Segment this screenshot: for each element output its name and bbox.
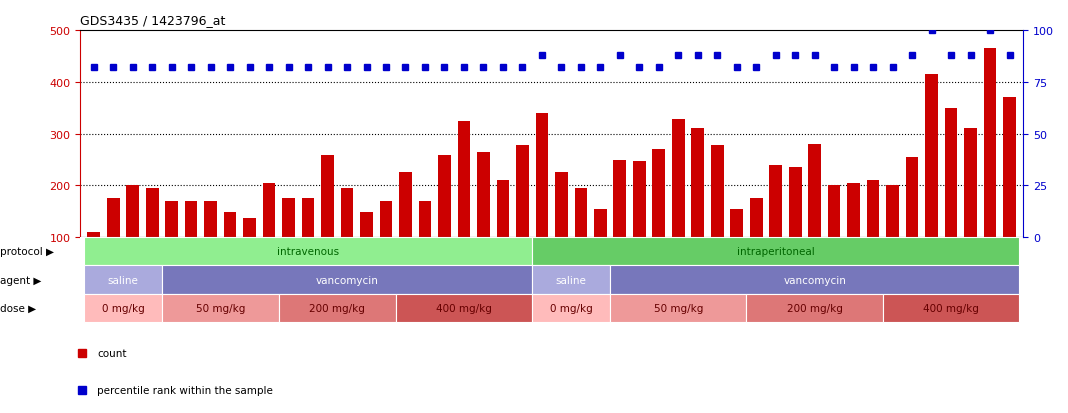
Bar: [1003, 98, 1016, 289]
Bar: [84, 237, 532, 266]
Bar: [457, 121, 470, 289]
Text: vancomycin: vancomycin: [783, 275, 846, 285]
Bar: [162, 266, 532, 294]
Bar: [84, 294, 162, 322]
Text: count: count: [97, 348, 127, 358]
Bar: [477, 152, 490, 289]
Text: GDS3435 / 1423796_at: GDS3435 / 1423796_at: [80, 14, 225, 27]
Bar: [107, 199, 120, 289]
Bar: [341, 188, 354, 289]
Bar: [731, 209, 743, 289]
Bar: [532, 237, 1019, 266]
Text: intravenous: intravenous: [277, 247, 340, 257]
Bar: [379, 202, 392, 289]
Text: vancomycin: vancomycin: [316, 275, 378, 285]
Bar: [575, 188, 587, 289]
Bar: [886, 186, 899, 289]
Text: 400 mg/kg: 400 mg/kg: [436, 303, 492, 313]
Bar: [984, 49, 996, 289]
Bar: [419, 202, 431, 289]
Bar: [828, 186, 841, 289]
Bar: [906, 157, 918, 289]
Bar: [610, 294, 747, 322]
Bar: [613, 160, 626, 289]
Bar: [808, 145, 821, 289]
Bar: [88, 233, 100, 289]
Bar: [321, 156, 334, 289]
Text: 50 mg/kg: 50 mg/kg: [195, 303, 245, 313]
Bar: [750, 199, 763, 289]
Bar: [84, 266, 162, 294]
Bar: [535, 114, 548, 289]
Text: 200 mg/kg: 200 mg/kg: [787, 303, 843, 313]
Bar: [166, 202, 178, 289]
Text: dose ▶: dose ▶: [0, 303, 36, 313]
Bar: [672, 120, 685, 289]
Bar: [847, 183, 860, 289]
Bar: [396, 294, 532, 322]
Bar: [497, 181, 509, 289]
Bar: [516, 146, 529, 289]
Bar: [789, 168, 801, 289]
Bar: [711, 146, 724, 289]
Bar: [555, 173, 568, 289]
Bar: [263, 183, 276, 289]
Bar: [633, 161, 646, 289]
Text: 0 mg/kg: 0 mg/kg: [550, 303, 593, 313]
Text: 400 mg/kg: 400 mg/kg: [923, 303, 979, 313]
Bar: [438, 156, 451, 289]
Bar: [925, 75, 938, 289]
Bar: [360, 213, 373, 289]
Bar: [653, 150, 665, 289]
Bar: [747, 294, 883, 322]
Bar: [204, 202, 217, 289]
Bar: [883, 294, 1019, 322]
Bar: [224, 213, 236, 289]
Bar: [964, 129, 977, 289]
Bar: [282, 199, 295, 289]
Text: agent ▶: agent ▶: [0, 275, 42, 285]
Bar: [279, 294, 396, 322]
Bar: [126, 186, 139, 289]
Text: percentile rank within the sample: percentile rank within the sample: [97, 385, 273, 395]
Text: saline: saline: [108, 275, 139, 285]
Text: saline: saline: [555, 275, 586, 285]
Bar: [162, 294, 279, 322]
Text: 200 mg/kg: 200 mg/kg: [310, 303, 365, 313]
Bar: [146, 188, 158, 289]
Bar: [691, 129, 704, 289]
Text: protocol ▶: protocol ▶: [0, 247, 54, 257]
Bar: [302, 199, 314, 289]
Text: 50 mg/kg: 50 mg/kg: [654, 303, 703, 313]
Text: 0 mg/kg: 0 mg/kg: [101, 303, 144, 313]
Bar: [610, 266, 1019, 294]
Text: intraperitoneal: intraperitoneal: [737, 247, 815, 257]
Bar: [185, 202, 198, 289]
Bar: [769, 165, 782, 289]
Bar: [594, 209, 607, 289]
Bar: [532, 294, 610, 322]
Bar: [244, 218, 256, 289]
Bar: [399, 173, 412, 289]
Bar: [867, 181, 879, 289]
Bar: [532, 266, 610, 294]
Bar: [945, 109, 957, 289]
